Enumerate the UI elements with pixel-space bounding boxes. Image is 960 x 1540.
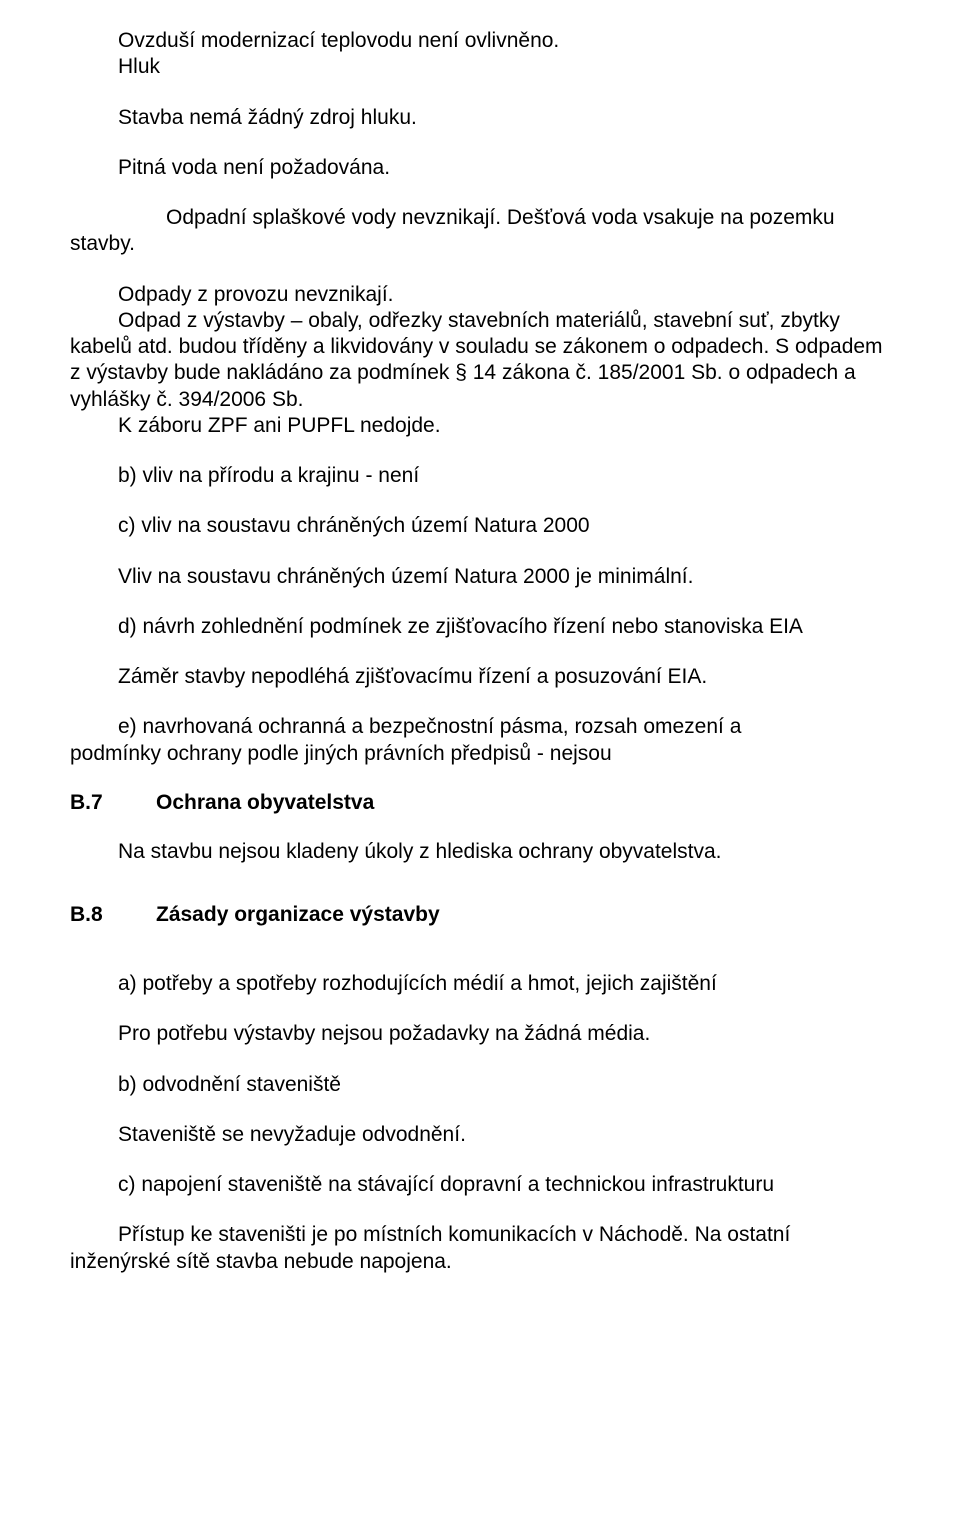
section-b8-heading: B.8Zásady organizace výstavby — [70, 903, 890, 927]
section-number: B.7 — [70, 791, 156, 815]
text-body: Odpad z výstavby – obaly, odřezky staveb… — [70, 309, 883, 411]
text-inner: Odpad z výstavby – obaly, odřezky staveb… — [70, 308, 890, 413]
paragraph-c-napojeni: c) napojení staveniště na stávající dopr… — [70, 1172, 890, 1198]
text-line: stavby. — [70, 231, 890, 257]
section-number: B.8 — [70, 903, 156, 927]
paragraph-c-body: Přístup ke staveništi je po místních kom… — [70, 1222, 890, 1275]
paragraph-c-natura-body: Vliv na soustavu chráněných území Natura… — [70, 564, 890, 590]
text-line: inženýrské sítě stavba nebude napojena. — [70, 1249, 890, 1275]
text-line: podmínky ochrany podle jiných právních p… — [70, 741, 890, 767]
text-line: Přístup ke staveništi je po místních kom… — [70, 1222, 890, 1248]
text-line: e) navrhovaná ochranná a bezpečnostní pá… — [70, 714, 890, 740]
paragraph-a-potreby: a) potřeby a spotřeby rozhodujících médi… — [70, 971, 890, 997]
text-line: Odpady z provozu nevznikají. — [70, 282, 890, 308]
section-title: Zásady organizace výstavby — [156, 903, 440, 926]
paragraph-stavba: Stavba nemá žádný zdroj hluku. — [70, 105, 890, 131]
paragraph-b-odvodneni: b) odvodnění staveniště — [70, 1072, 890, 1098]
text-line: K záboru ZPF ani PUPFL nedojde. — [70, 413, 890, 439]
paragraph-odpadni-vody: Odpadní splaškové vody nevznikají. Dešťo… — [70, 205, 890, 258]
text-line: c) napojení staveniště na stávající dopr… — [118, 1173, 774, 1196]
text-line: d) návrh zohlednění podmínek ze zjišťova… — [118, 615, 803, 638]
text-line: b) vliv na přírodu a krajinu - není — [118, 464, 419, 487]
text-line: Odpadní splaškové vody nevznikají. Dešťo… — [166, 206, 835, 229]
paragraph-d-eia-body: Záměr stavby nepodléhá zjišťovacímu říze… — [70, 664, 890, 690]
text-line: Pitná voda není požadována. — [118, 156, 390, 179]
paragraph-b-body: Staveniště se nevyžaduje odvodnění. — [70, 1122, 890, 1148]
section-b7-heading: B.7Ochrana obyvatelstva — [70, 791, 890, 815]
text-line: Staveniště se nevyžaduje odvodnění. — [118, 1123, 466, 1146]
paragraph-pitna-voda: Pitná voda není požadována. — [70, 155, 890, 181]
text-continuation: Odpad z výstavby – obaly, odřezky staveb… — [70, 308, 890, 413]
text-line: Záměr stavby nepodléhá zjišťovacímu říze… — [118, 665, 707, 688]
paragraph-odpady: Odpady z provozu nevznikají. Odpad z výs… — [70, 282, 890, 440]
text-line: Vliv na soustavu chráněných území Natura… — [118, 565, 693, 588]
paragraph-b-vliv: b) vliv na přírodu a krajinu - není — [70, 463, 890, 489]
paragraph-ovzdusi-hluk: Ovzduší modernizací teplovodu není ovliv… — [70, 28, 890, 81]
paragraph-b7-body: Na stavbu nejsou kladeny úkoly z hledisk… — [70, 839, 890, 865]
text-line: Na stavbu nejsou kladeny úkoly z hledisk… — [118, 840, 722, 863]
paragraph-c-natura-heading: c) vliv na soustavu chráněných území Nat… — [70, 513, 890, 539]
text-line: c) vliv na soustavu chráněných území Nat… — [118, 514, 590, 537]
paragraph-d-eia-heading: d) návrh zohlednění podmínek ze zjišťova… — [70, 614, 890, 640]
text-line: Hluk — [118, 55, 160, 78]
text-line: b) odvodnění staveniště — [118, 1073, 341, 1096]
text-line: Pro potřebu výstavby nejsou požadavky na… — [118, 1022, 650, 1045]
text-line: a) potřeby a spotřeby rozhodujících médi… — [118, 972, 717, 995]
section-title: Ochrana obyvatelstva — [156, 791, 374, 814]
text-line: Ovzduší modernizací teplovodu není ovliv… — [118, 29, 559, 52]
text-line: Stavba nemá žádný zdroj hluku. — [118, 106, 417, 129]
paragraph-a-body: Pro potřebu výstavby nejsou požadavky na… — [70, 1021, 890, 1047]
paragraph-e-ochranna: e) navrhovaná ochranná a bezpečnostní pá… — [70, 714, 890, 767]
